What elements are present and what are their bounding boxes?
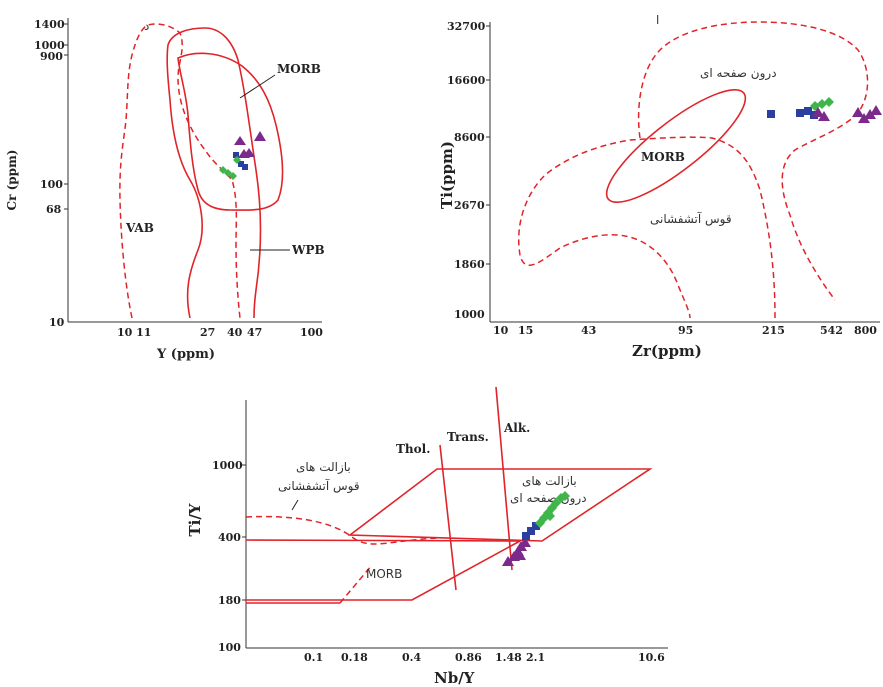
chart2-ytick-1000: 1000 <box>454 308 485 321</box>
chart1-x-label: Y (ppm) <box>156 347 215 362</box>
chart3-ytick-100: 100 <box>218 641 241 654</box>
sample-point-square <box>527 527 535 535</box>
field-within-plate-boundary <box>637 21 869 301</box>
field-within-label-line1: بازالت های <box>522 474 577 489</box>
sample-point-diamond <box>560 491 570 501</box>
chart1-xtick-27: 27 <box>200 326 215 339</box>
chart2-xtick-542: 542 <box>820 324 843 337</box>
chart3-xtick-2.1: 2.1 <box>526 651 545 664</box>
field-morb-label: MORB <box>641 150 685 164</box>
field-thol-label: Thol. <box>396 442 430 456</box>
chart1-ytick-100: 100 <box>40 178 63 191</box>
field-within-plate-boundary <box>347 468 653 542</box>
sample-point-triangle <box>870 105 882 115</box>
field-wpb-boundary <box>166 27 262 319</box>
chart3-x-label: Nb/Y <box>434 669 475 687</box>
sample-point-square <box>804 107 812 115</box>
chart1-ytick-900: 900 <box>40 50 63 63</box>
chart3-y-label: Ti/Y <box>186 503 204 536</box>
trans-alk-divider <box>495 386 513 571</box>
field-within-label-line2: درون صفحه ای <box>510 491 587 506</box>
chart1-ytick-1000: 1000 <box>34 39 65 52</box>
sample-point-diamond <box>233 156 241 164</box>
sample-point-triangle <box>864 109 876 119</box>
chart1-y-label: Cr (ppm) <box>5 150 19 211</box>
field-arc-label-line1: بازالت های <box>296 460 351 475</box>
field-vab-label: VAB <box>125 221 154 235</box>
sample-point-square <box>767 110 775 118</box>
morb-leader-line <box>239 74 276 99</box>
sample-point-triangle <box>254 131 266 141</box>
chart1-ytick-10: 10 <box>49 316 65 329</box>
sample-point-diamond <box>824 97 834 107</box>
field-arc-label-line2: قوس آتشفشانی <box>278 478 360 494</box>
chart3-xtick-0.1: 0.1 <box>304 651 323 664</box>
chart1-xtick-100: 100 <box>300 326 323 339</box>
chart3-ytick-180: 180 <box>218 594 241 607</box>
field-morb-label: MORB <box>366 567 402 581</box>
chart2-xtick-95: 95 <box>678 324 693 337</box>
sample-point-triangle <box>243 148 255 157</box>
chart3-ytick-1000: 1000 <box>212 459 243 472</box>
chart2-ytick-32700: 32700 <box>447 20 486 33</box>
field-wpb-label: WPB <box>291 243 325 257</box>
field-morb-boundary <box>245 539 521 601</box>
chart1-ytick-68: 68 <box>46 203 62 216</box>
chart1-xtick-47: 47 <box>247 326 262 339</box>
sample-point-triangle <box>818 111 830 121</box>
chart2-x-label: Zr(ppm) <box>632 342 702 360</box>
field-trans-label: Trans. <box>447 430 489 444</box>
field-morb-boundary <box>177 52 284 211</box>
sample-point-square <box>522 532 530 540</box>
sample-point-diamond <box>229 172 237 180</box>
sample-point-square <box>242 164 248 170</box>
sample-point-square <box>796 109 804 117</box>
chart3-xtick-0.4: 0.4 <box>402 651 421 664</box>
field-arc-boundary <box>245 515 441 545</box>
thol-trans-divider <box>439 444 457 591</box>
chart2-ytick-1860: 1860 <box>454 258 485 271</box>
chart-cr-y: 1400 1000 900 100 68 10 10 11 27 40 47 1… <box>5 18 325 362</box>
arc-leader-line <box>291 499 299 511</box>
chart1-xtick-40: 40 <box>227 326 243 339</box>
sample-point-diamond <box>545 511 555 521</box>
sample-point-triangle <box>852 107 864 117</box>
field-morb-label: MORB <box>277 62 321 76</box>
chart1-xtick-10-11: 10 11 <box>117 326 151 339</box>
chart-ti-zr: 32700 16600 8600 2670 1860 1000 10 15 43… <box>438 13 882 360</box>
sample-point-triangle <box>812 107 824 117</box>
chart3-xtick-1.48: 1.48 <box>495 651 522 664</box>
chart2-xtick-15: 15 <box>518 324 533 337</box>
chart2-xtick-215: 215 <box>762 324 785 337</box>
sample-point-triangle <box>858 113 870 123</box>
chart3-xtick-0.18: 0.18 <box>341 651 368 664</box>
chart2-y-label: Ti(ppm) <box>438 141 456 209</box>
chart2-xtick-800: 800 <box>854 324 877 337</box>
sample-point-triangle <box>519 537 531 547</box>
chart2-ytick-8600: 8600 <box>454 131 485 144</box>
chart2-xtick-43: 43 <box>581 324 596 337</box>
field-morb-ellipse <box>605 88 747 204</box>
chart-tiy-nby: 1000 400 180 100 0.1 0.18 0.4 0.86 1.48 … <box>186 386 668 687</box>
morb-dashed-edge <box>339 564 373 604</box>
chart1-ytick-1400: 1400 <box>34 18 65 31</box>
field-within-plate-label: درون صفحه ای <box>700 66 777 81</box>
field-arc-label: قوس آتشفشانی <box>650 211 732 227</box>
chart3-xtick-0.86: 0.86 <box>455 651 482 664</box>
chart3-ytick-400: 400 <box>218 531 241 544</box>
chart3-xtick-10.6: 10.6 <box>638 651 665 664</box>
sample-point-square <box>233 152 239 158</box>
field-alk-label: Alk. <box>503 421 530 435</box>
sample-point-square <box>532 522 540 530</box>
field-arc-boundary <box>518 136 776 319</box>
chart1-corner-mark: د <box>144 19 149 33</box>
chart2-ytick-2670: 2670 <box>454 199 485 212</box>
sample-point-triangle <box>234 136 246 145</box>
chart2-corner-mark: ا <box>656 13 659 27</box>
sample-point-triangle <box>514 550 526 560</box>
chart2-ytick-16600: 16600 <box>447 74 486 87</box>
sample-point-square <box>238 161 244 167</box>
chart2-xtick-10: 10 <box>493 324 509 337</box>
